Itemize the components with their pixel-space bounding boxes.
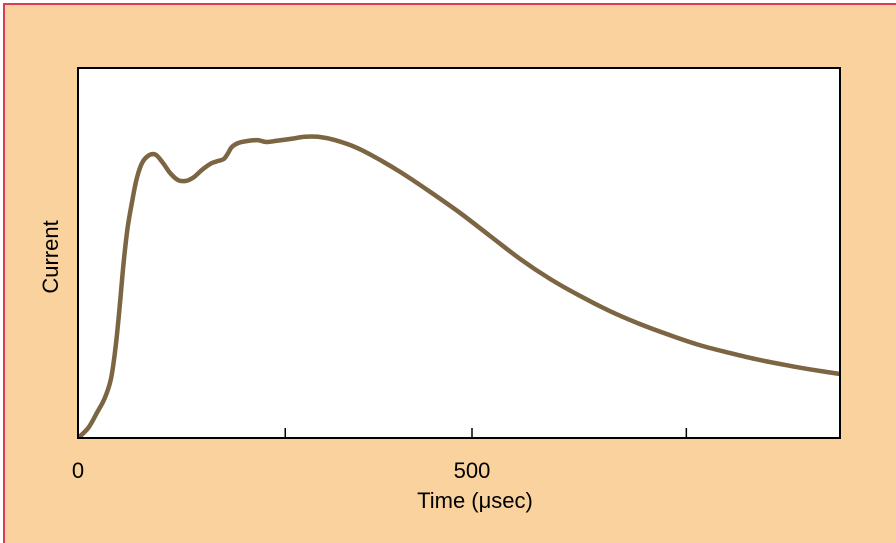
x-tick-label-500: 500	[454, 458, 491, 483]
y-axis-label: Current	[38, 220, 63, 293]
x-tick-label-0: 0	[72, 458, 84, 483]
x-axis-label: Time (μsec)	[417, 488, 533, 513]
x-axis-ticks	[284, 428, 688, 438]
plot-border	[77, 67, 841, 439]
current-series-line	[78, 134, 840, 438]
plot-area	[78, 68, 840, 438]
